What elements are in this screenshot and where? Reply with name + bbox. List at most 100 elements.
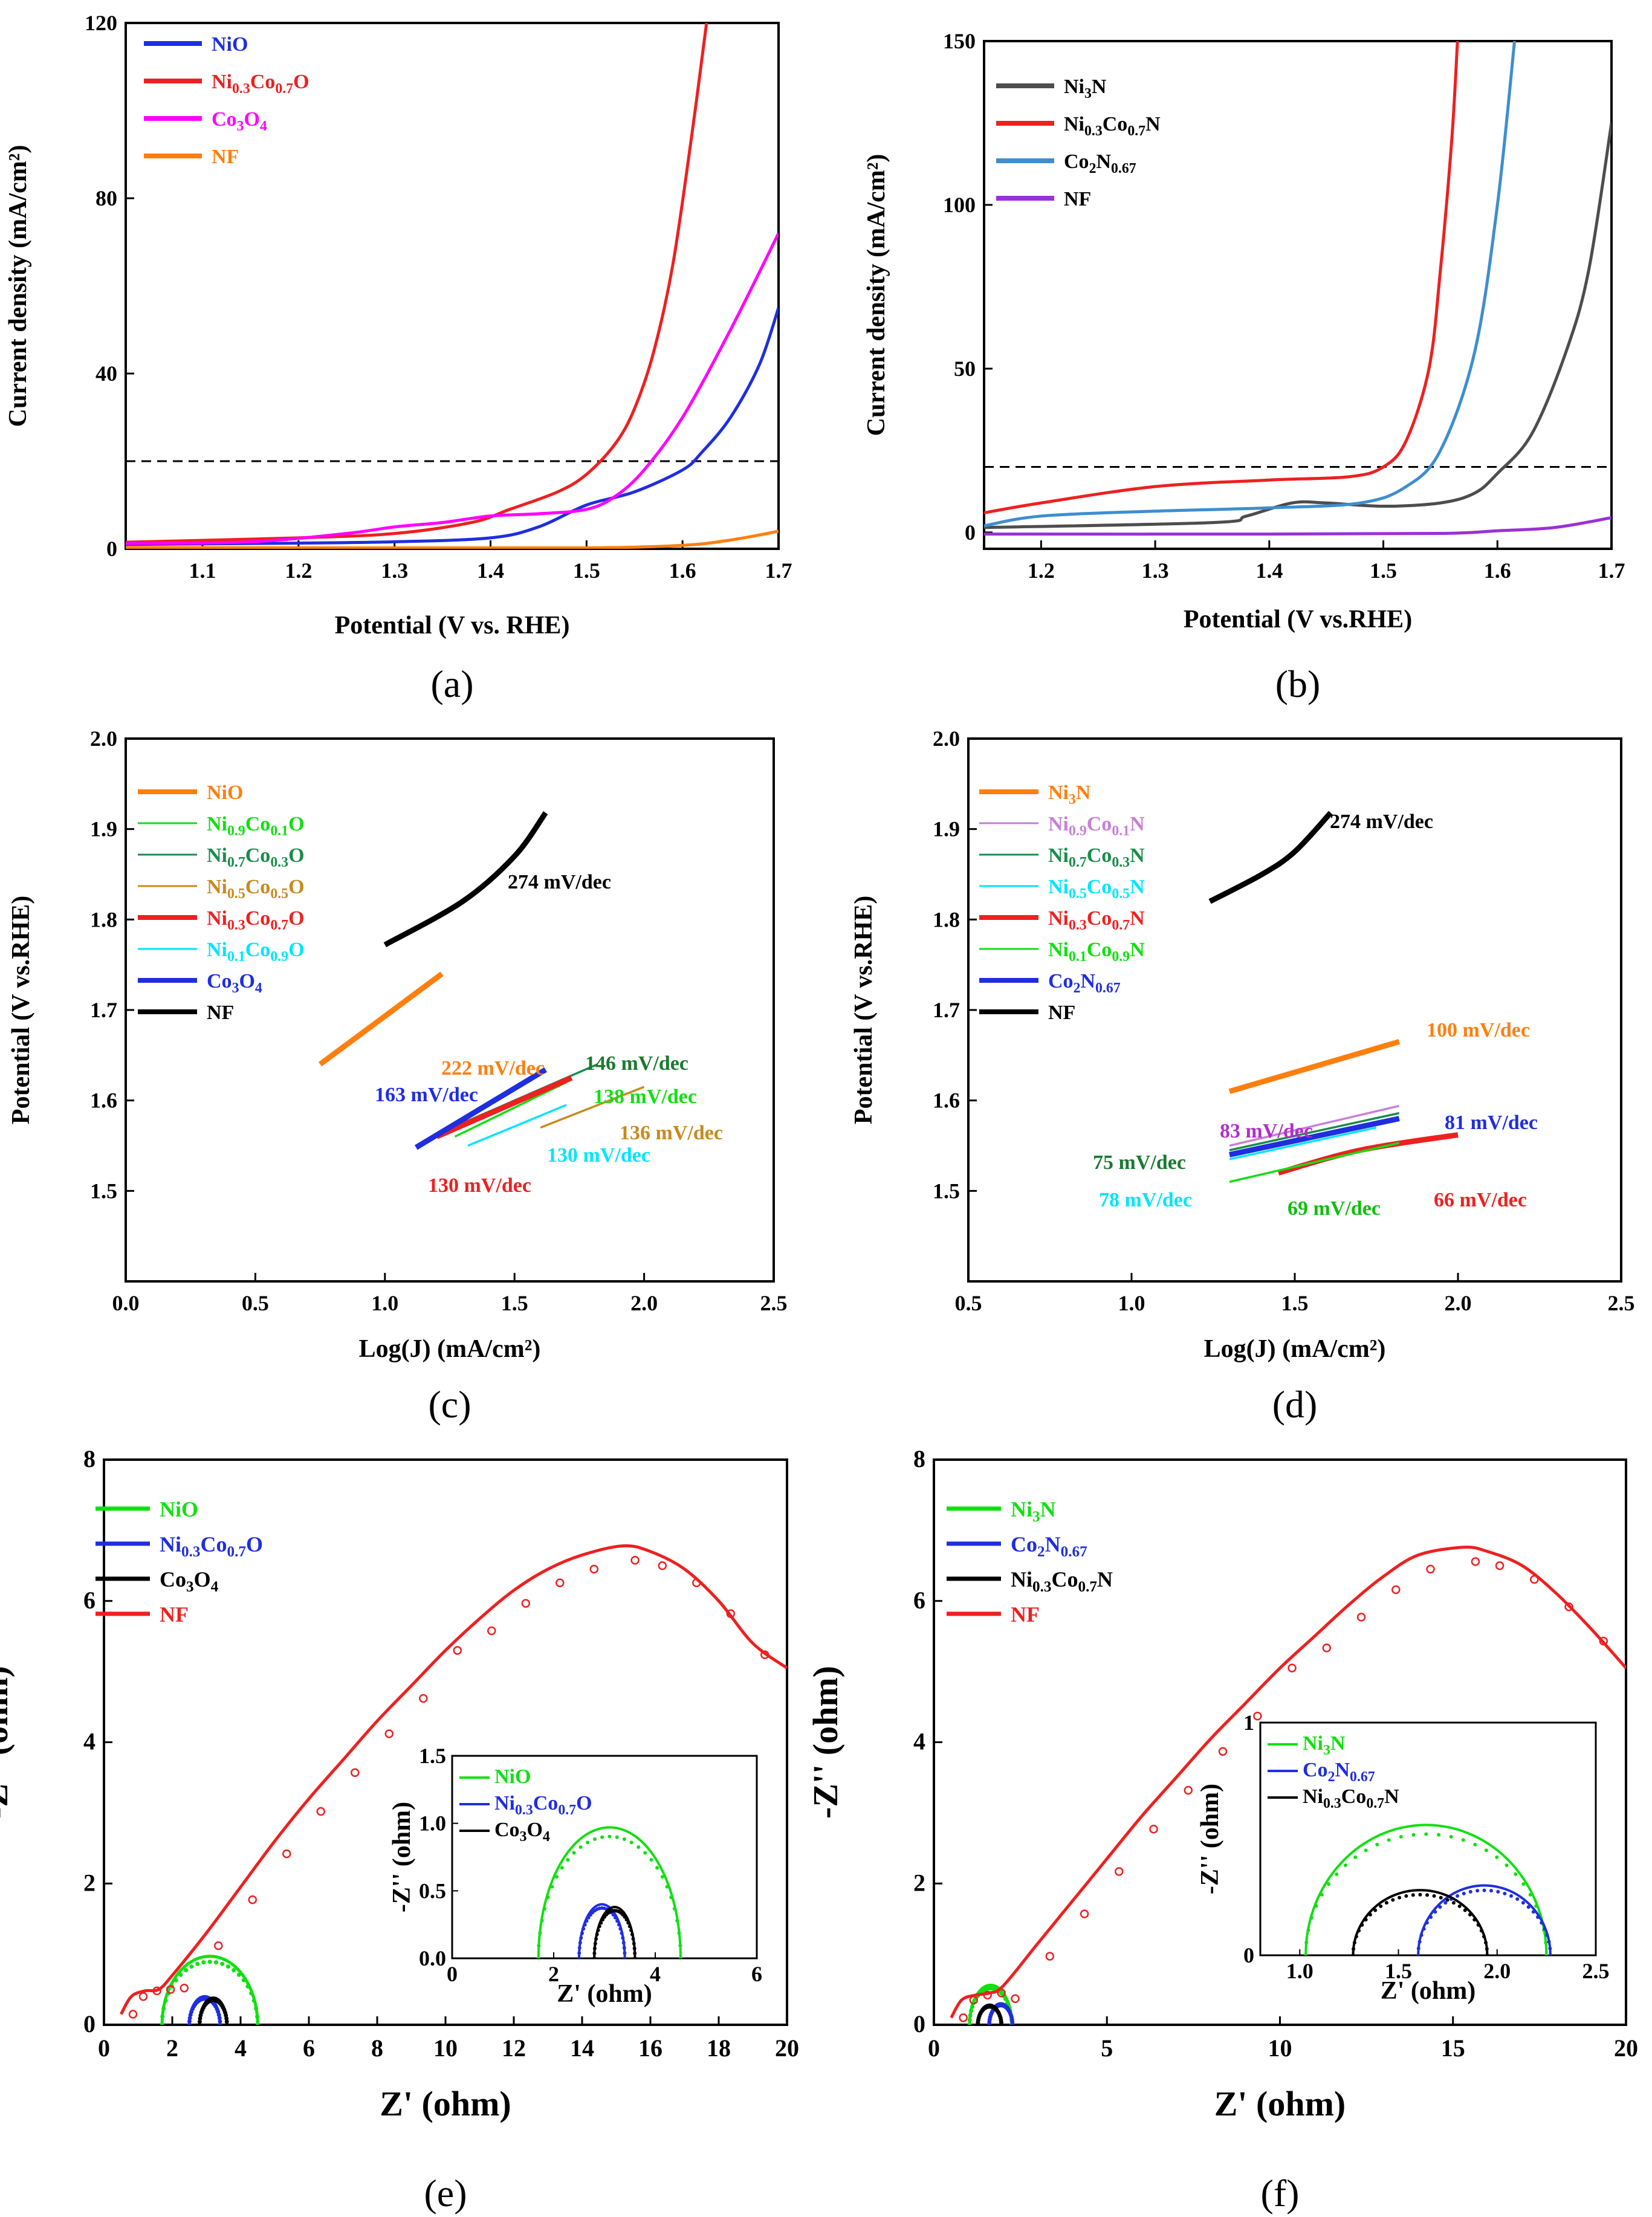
inset-data-marker (1429, 1915, 1433, 1919)
inset-data-marker (566, 1858, 570, 1862)
fit-line (120, 1544, 787, 2015)
inset-data-marker (601, 1918, 605, 1922)
legend-label: NiO (212, 33, 248, 56)
x-tick-label: 1.5 (501, 1291, 528, 1315)
y-tick-label: 1.5 (90, 1179, 117, 1203)
inset-data-marker (1485, 1953, 1489, 1955)
data-marker (1322, 1643, 1332, 1652)
series-line (984, 41, 1459, 514)
inset-y-axis-label: -Z'' (ohm) (1196, 1784, 1224, 1894)
inset-data-marker (1445, 1898, 1450, 1902)
x-tick-label: 1.7 (1598, 558, 1625, 583)
data-marker (692, 1578, 701, 1588)
data-marker (201, 1960, 206, 1965)
inset-data-marker (1461, 1838, 1465, 1842)
data-marker (726, 1609, 736, 1619)
inset-x-axis-label: Z' (ohm) (557, 1980, 652, 2008)
data-marker (195, 1961, 200, 1966)
inset-data-marker (1373, 1908, 1378, 1912)
y-tick-label: 6 (83, 1587, 96, 1614)
x-tick-label: 20 (1614, 2034, 1638, 2062)
panel-b: 1.2 1.3 1.4 1.5 1.6 1.7 0 50 100 150 Potential (V … (863, 29, 1625, 705)
x-tick-label: 20 (775, 2034, 799, 2062)
data-marker (173, 1978, 178, 1982)
legend-label: Ni0.3Co0.7O (212, 71, 309, 97)
x-axis-label: Potential (V vs. RHE) (335, 612, 570, 639)
inset-y-tick-label: 0.0 (419, 1946, 446, 1970)
y-tick-label: 120 (85, 11, 117, 35)
panel-label: (c) (428, 1383, 471, 1426)
y-tick-label: 2.0 (90, 727, 117, 751)
inset-data-marker (1540, 1921, 1544, 1925)
slope-annotation: 274 mV/dec (1330, 811, 1433, 833)
inset-data-marker (629, 1928, 633, 1932)
y-tick-label: 0 (913, 2010, 925, 2037)
data-marker (1045, 1952, 1055, 1961)
inset-data-marker (578, 1845, 583, 1849)
x-tick-label: 18 (707, 2034, 731, 2062)
inset-x-tick-label: 6 (751, 1962, 762, 1986)
inset-data-marker (607, 1834, 612, 1839)
inset-data-marker (583, 1923, 587, 1927)
legend-label: Ni0.7Co0.3O (207, 844, 305, 870)
y-tick-label: 0 (106, 537, 117, 561)
y-axis-label: Potential (V vs.RHE) (7, 896, 35, 1124)
y-axis-label: Potential (V vs.RHE) (850, 896, 878, 1124)
y-tick-label: 0 (965, 520, 976, 545)
data-marker (218, 2022, 222, 2025)
inset-data-marker (626, 1921, 630, 1925)
plot-area (120, 1544, 787, 2025)
inset-data-marker (1306, 1928, 1310, 1932)
plot-area (950, 1545, 1626, 2025)
inset-data-marker (577, 1956, 581, 1958)
series-line (984, 123, 1612, 529)
y-tick-label: 50 (954, 357, 976, 381)
inset-data-marker (633, 1951, 637, 1955)
legend-label: Co3O4 (207, 970, 262, 996)
inset-data-marker (1364, 1848, 1368, 1853)
x-tick-label: 0.0 (112, 1291, 140, 1315)
slope-annotation: 78 mV/dec (1099, 1189, 1192, 1211)
series-line (126, 529, 779, 549)
inset-data-marker (540, 1918, 544, 1923)
y-tick-label: 40 (96, 361, 117, 386)
inset-x-tick-label: 2 (548, 1962, 559, 1986)
legend-label: NF (160, 1602, 189, 1626)
inset-data-marker (588, 1913, 592, 1917)
data-marker (487, 1626, 496, 1636)
x-tick-label: 12 (502, 2034, 526, 2062)
data-marker (1471, 1557, 1480, 1566)
data-marker (207, 1960, 212, 1964)
inset-data-marker (615, 1835, 619, 1839)
inset-data-marker (1449, 1834, 1453, 1839)
slope-annotation: 274 mV/dec (508, 871, 611, 893)
data-marker (1391, 1585, 1401, 1594)
x-tick-label: 0.5 (955, 1291, 982, 1315)
inset-data-marker (1304, 1941, 1309, 1945)
data-marker (384, 1729, 394, 1738)
inset-data-marker (1536, 1915, 1540, 1919)
inset-data-marker (599, 1921, 603, 1925)
data-marker (218, 2019, 222, 2024)
x-tick-label: 2.5 (1608, 1291, 1635, 1315)
x-tick-label: 1.4 (477, 558, 504, 583)
legend-label: Ni0.9Co0.1O (207, 813, 305, 839)
inset-data-marker (1418, 1892, 1422, 1897)
y-tick-label: 1.7 (933, 998, 960, 1022)
fit-line (950, 1545, 1626, 2019)
y-tick-label: 80 (96, 186, 117, 210)
panel-label: (b) (1275, 662, 1321, 705)
slope-annotation: 130 mV/dec (547, 1144, 650, 1167)
data-marker (224, 2022, 229, 2025)
inset-data-marker (581, 1927, 586, 1931)
inset-legend-label: Ni3N (1303, 1732, 1346, 1758)
data-marker (197, 2019, 202, 2024)
y-tick-label: 4 (913, 1728, 925, 1755)
inset-data-marker (672, 1907, 676, 1911)
data-marker (589, 1564, 599, 1574)
series-line (383, 811, 548, 948)
data-marker (254, 2006, 259, 2011)
inset-data-marker (1417, 1940, 1422, 1944)
inset-data-marker (1422, 1927, 1426, 1931)
